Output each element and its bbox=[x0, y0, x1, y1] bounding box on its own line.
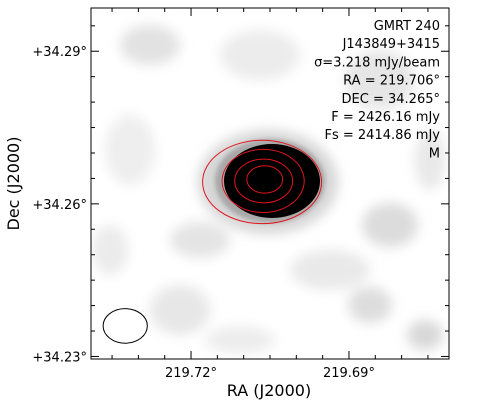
annotation-layer: GMRT 240 J143849+3415 σ=3.218 mJy/beam RA =… bbox=[314, 19, 440, 161]
annotation-line: DEC = 34.265° bbox=[342, 92, 440, 107]
contour-level-4 bbox=[246, 165, 284, 194]
annotation-line: M bbox=[429, 146, 440, 161]
contour-layer bbox=[202, 139, 323, 225]
beam-ellipse bbox=[102, 308, 148, 344]
annotation-line: σ=3.218 mJy/beam bbox=[314, 55, 440, 70]
source-emission bbox=[198, 130, 338, 234]
tick-layer bbox=[91, 8, 449, 359]
y-tick-label: +34.26° bbox=[32, 198, 87, 213]
contour-level-1 bbox=[202, 139, 323, 225]
annotation-line: F = 2426.16 mJy bbox=[331, 110, 440, 125]
label-layer: 219.72° 219.69° +34.29° +34.26° +34.23° RA (J… bbox=[4, 45, 375, 400]
y-tick-label: +34.23° bbox=[32, 350, 87, 365]
x-tick-label: 219.69° bbox=[323, 366, 375, 381]
contour-level-3 bbox=[234, 158, 294, 204]
annotation-line: RA = 219.706° bbox=[343, 74, 440, 89]
y-axis-label: Dec (J2000) bbox=[4, 137, 23, 231]
annotation-line: J143849+3415 bbox=[342, 37, 440, 52]
x-tick-label: 219.72° bbox=[165, 366, 217, 381]
annotation-line: GMRT 240 bbox=[374, 19, 440, 34]
beam-layer bbox=[102, 308, 148, 344]
y-tick-label: +34.29° bbox=[32, 45, 87, 60]
contour-level-2 bbox=[221, 148, 305, 213]
x-axis-label: RA (J2000) bbox=[227, 381, 311, 400]
annotation-line: Fs = 2414.86 mJy bbox=[325, 128, 441, 143]
noise-patches bbox=[92, 25, 445, 354]
